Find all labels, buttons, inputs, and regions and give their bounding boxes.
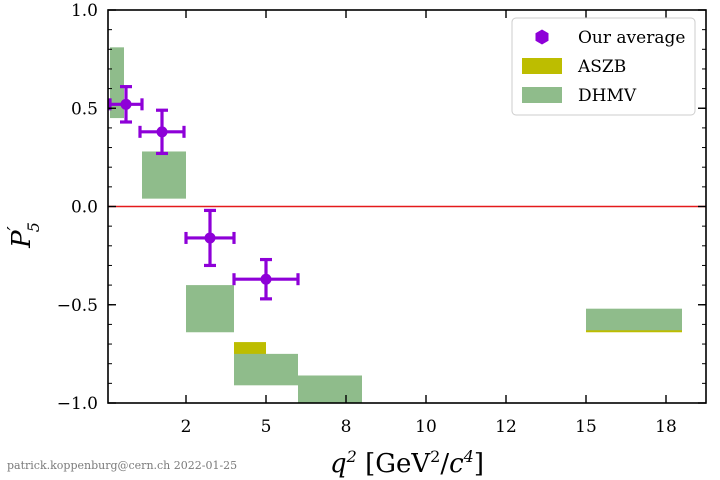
dhmv-box-4: [298, 375, 362, 403]
legend: Our average ASZB DHMV: [511, 17, 696, 116]
x-tick-label-2: 8: [341, 417, 352, 437]
data-point-marker: [120, 98, 132, 110]
data-point-marker: [204, 232, 216, 244]
legend-label-1: ASZB: [577, 57, 626, 77]
y-tick-label-3: −0.5: [57, 296, 98, 316]
x-axis-title: q2 [GeV2/c4]: [330, 447, 484, 479]
dhmv-box-0: [110, 47, 124, 119]
author-credit: patrick.koppenburg@cern.ch 2022-01-25: [7, 459, 238, 472]
data-point-0: [108, 85, 144, 124]
data-point-marker: [156, 126, 168, 138]
legend-label-0: Our average: [578, 28, 685, 48]
x-tick-label-0: 2: [181, 417, 192, 437]
data-point-2: [184, 208, 236, 268]
dhmv-box-2: [186, 285, 234, 333]
x-tick-label-1: 5: [261, 417, 272, 437]
data-point-marker: [260, 273, 272, 285]
y-tick-label-0: 1.0: [71, 1, 98, 21]
x-tick-label-6: 18: [655, 417, 677, 437]
legend-swatch-dhmv: [522, 87, 562, 103]
data-point-1: [138, 108, 186, 156]
legend-swatch-aszb: [522, 58, 562, 74]
dhmv-box-3: [234, 353, 298, 386]
axis-ticks: 2 5 8 10 12 15 18 1.0 0.5 0.0 −0.5 −1.0: [57, 1, 706, 437]
y-axis-title: P′5: [4, 222, 43, 249]
dhmv-box-1: [142, 151, 186, 199]
data-point-3: [232, 257, 300, 301]
y-tick-label-2: 0.0: [71, 198, 98, 218]
legend-marker-average: [535, 29, 549, 45]
x-tick-label-5: 15: [575, 417, 597, 437]
y-tick-label-4: −1.0: [57, 394, 98, 414]
x-tick-label-4: 12: [495, 417, 517, 437]
dhmv-box-5: [586, 308, 682, 331]
legend-label-2: DHMV: [578, 86, 637, 106]
y-tick-label-1: 0.5: [71, 99, 98, 119]
plot-area: [108, 47, 706, 403]
x-tick-label-3: 10: [415, 417, 437, 437]
